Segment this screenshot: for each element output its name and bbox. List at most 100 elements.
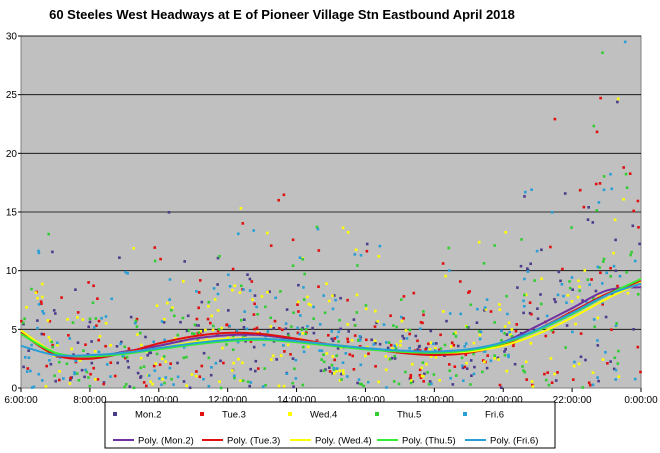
- data-point-tue3: [358, 345, 362, 348]
- data-point-tue3: [572, 378, 575, 381]
- data-point-thu5: [233, 376, 236, 380]
- legend-marker: [288, 412, 292, 416]
- data-point-mon2: [115, 345, 119, 348]
- data-point-wed4: [404, 329, 408, 332]
- data-point-fri6: [274, 296, 277, 300]
- trendline-4: [20, 277, 642, 358]
- data-point-fri6: [430, 382, 433, 386]
- data-point-wed4: [332, 372, 336, 375]
- data-point-fri6: [478, 337, 482, 341]
- data-point-tue3: [419, 376, 423, 379]
- data-point-wed4: [232, 361, 235, 365]
- data-point-thu5: [408, 328, 412, 332]
- data-point-fri6: [202, 377, 205, 381]
- data-point-fri6: [168, 298, 171, 301]
- data-point-thu5: [521, 365, 524, 368]
- data-point-thu5: [217, 328, 221, 331]
- data-point-fri6: [482, 350, 486, 353]
- data-point-wed4: [25, 306, 28, 309]
- chart-title: 60 Steeles West Headways at E of Pioneer…: [49, 7, 515, 22]
- data-point-thu5: [360, 383, 363, 386]
- data-point-tue3: [427, 342, 430, 346]
- data-point-mon2: [80, 368, 84, 372]
- data-point-wed4: [434, 355, 438, 359]
- data-point-fri6: [207, 384, 211, 388]
- data-point-tue3: [328, 370, 332, 373]
- data-point-mon2: [594, 289, 598, 293]
- data-point-tue3: [278, 327, 281, 330]
- data-point-wed4: [577, 279, 580, 283]
- data-point-wed4: [93, 350, 97, 353]
- data-point-mon2: [554, 300, 557, 304]
- data-point-wed4: [325, 352, 329, 355]
- data-point-mon2: [120, 340, 123, 344]
- data-point-wed4: [277, 384, 281, 388]
- data-point-thu5: [123, 345, 126, 349]
- data-point-fri6: [359, 338, 362, 342]
- trendline-5: [20, 282, 642, 357]
- data-point-mon2: [516, 286, 519, 289]
- data-point-tue3: [351, 354, 354, 358]
- data-point-thu5: [231, 348, 235, 351]
- data-point-wed4: [341, 369, 345, 372]
- data-point-fri6: [596, 265, 600, 269]
- data-point-fri6: [41, 310, 44, 313]
- data-point-thu5: [300, 328, 304, 331]
- data-point-thu5: [242, 335, 245, 339]
- data-point-thu5: [358, 382, 362, 386]
- data-point-mon2: [565, 324, 569, 327]
- data-point-thu5: [629, 253, 632, 257]
- data-point-mon2: [319, 369, 323, 373]
- data-point-mon2: [390, 356, 394, 360]
- data-point-tue3: [463, 365, 467, 369]
- data-point-wed4: [477, 240, 481, 244]
- data-point-tue3: [439, 333, 442, 337]
- data-point-thu5: [465, 325, 469, 329]
- data-point-thu5: [533, 279, 536, 282]
- data-point-mon2: [553, 298, 556, 301]
- data-point-wed4: [553, 372, 556, 376]
- data-point-thu5: [303, 272, 306, 276]
- data-point-mon2: [469, 359, 473, 362]
- data-point-tue3: [441, 262, 445, 265]
- data-point-mon2: [88, 320, 92, 324]
- data-point-fri6: [393, 344, 397, 348]
- data-point-mon2: [428, 380, 432, 383]
- data-point-wed4: [266, 231, 269, 235]
- data-point-tue3: [498, 383, 502, 387]
- data-point-mon2: [162, 321, 166, 324]
- data-point-thu5: [503, 353, 507, 357]
- data-point-thu5: [291, 381, 294, 385]
- data-point-fri6: [30, 343, 33, 347]
- data-point-fri6: [545, 314, 549, 318]
- data-point-mon2: [185, 329, 189, 333]
- data-point-wed4: [239, 379, 242, 382]
- data-point-mon2: [252, 345, 256, 349]
- data-point-mon2: [74, 288, 77, 291]
- data-point-fri6: [312, 305, 315, 309]
- data-point-wed4: [395, 343, 398, 347]
- data-point-thu5: [388, 358, 392, 361]
- data-point-wed4: [601, 358, 605, 361]
- data-point-mon2: [51, 250, 54, 254]
- data-point-fri6: [320, 349, 324, 353]
- data-point-tue3: [84, 343, 87, 346]
- data-point-tue3: [373, 325, 377, 328]
- data-point-mon2: [328, 366, 331, 369]
- data-point-tue3: [422, 380, 425, 383]
- data-point-mon2: [429, 329, 433, 333]
- data-point-thu5: [134, 319, 138, 323]
- data-point-tue3: [252, 313, 256, 316]
- data-point-fri6: [507, 355, 510, 359]
- data-point-thu5: [601, 51, 604, 54]
- data-point-thu5: [598, 266, 601, 269]
- data-point-fri6: [336, 335, 339, 339]
- x-axis: 6:00:00 8:00:00 10:00:00 12:00:00 14:00:00 16…: [4, 388, 658, 406]
- data-point-fri6: [322, 294, 325, 297]
- data-point-mon2: [339, 327, 342, 331]
- data-point-tue3: [200, 364, 204, 368]
- data-point-fri6: [233, 374, 236, 378]
- data-point-fri6: [285, 372, 289, 375]
- data-point-thu5: [225, 343, 228, 346]
- data-point-fri6: [523, 305, 526, 308]
